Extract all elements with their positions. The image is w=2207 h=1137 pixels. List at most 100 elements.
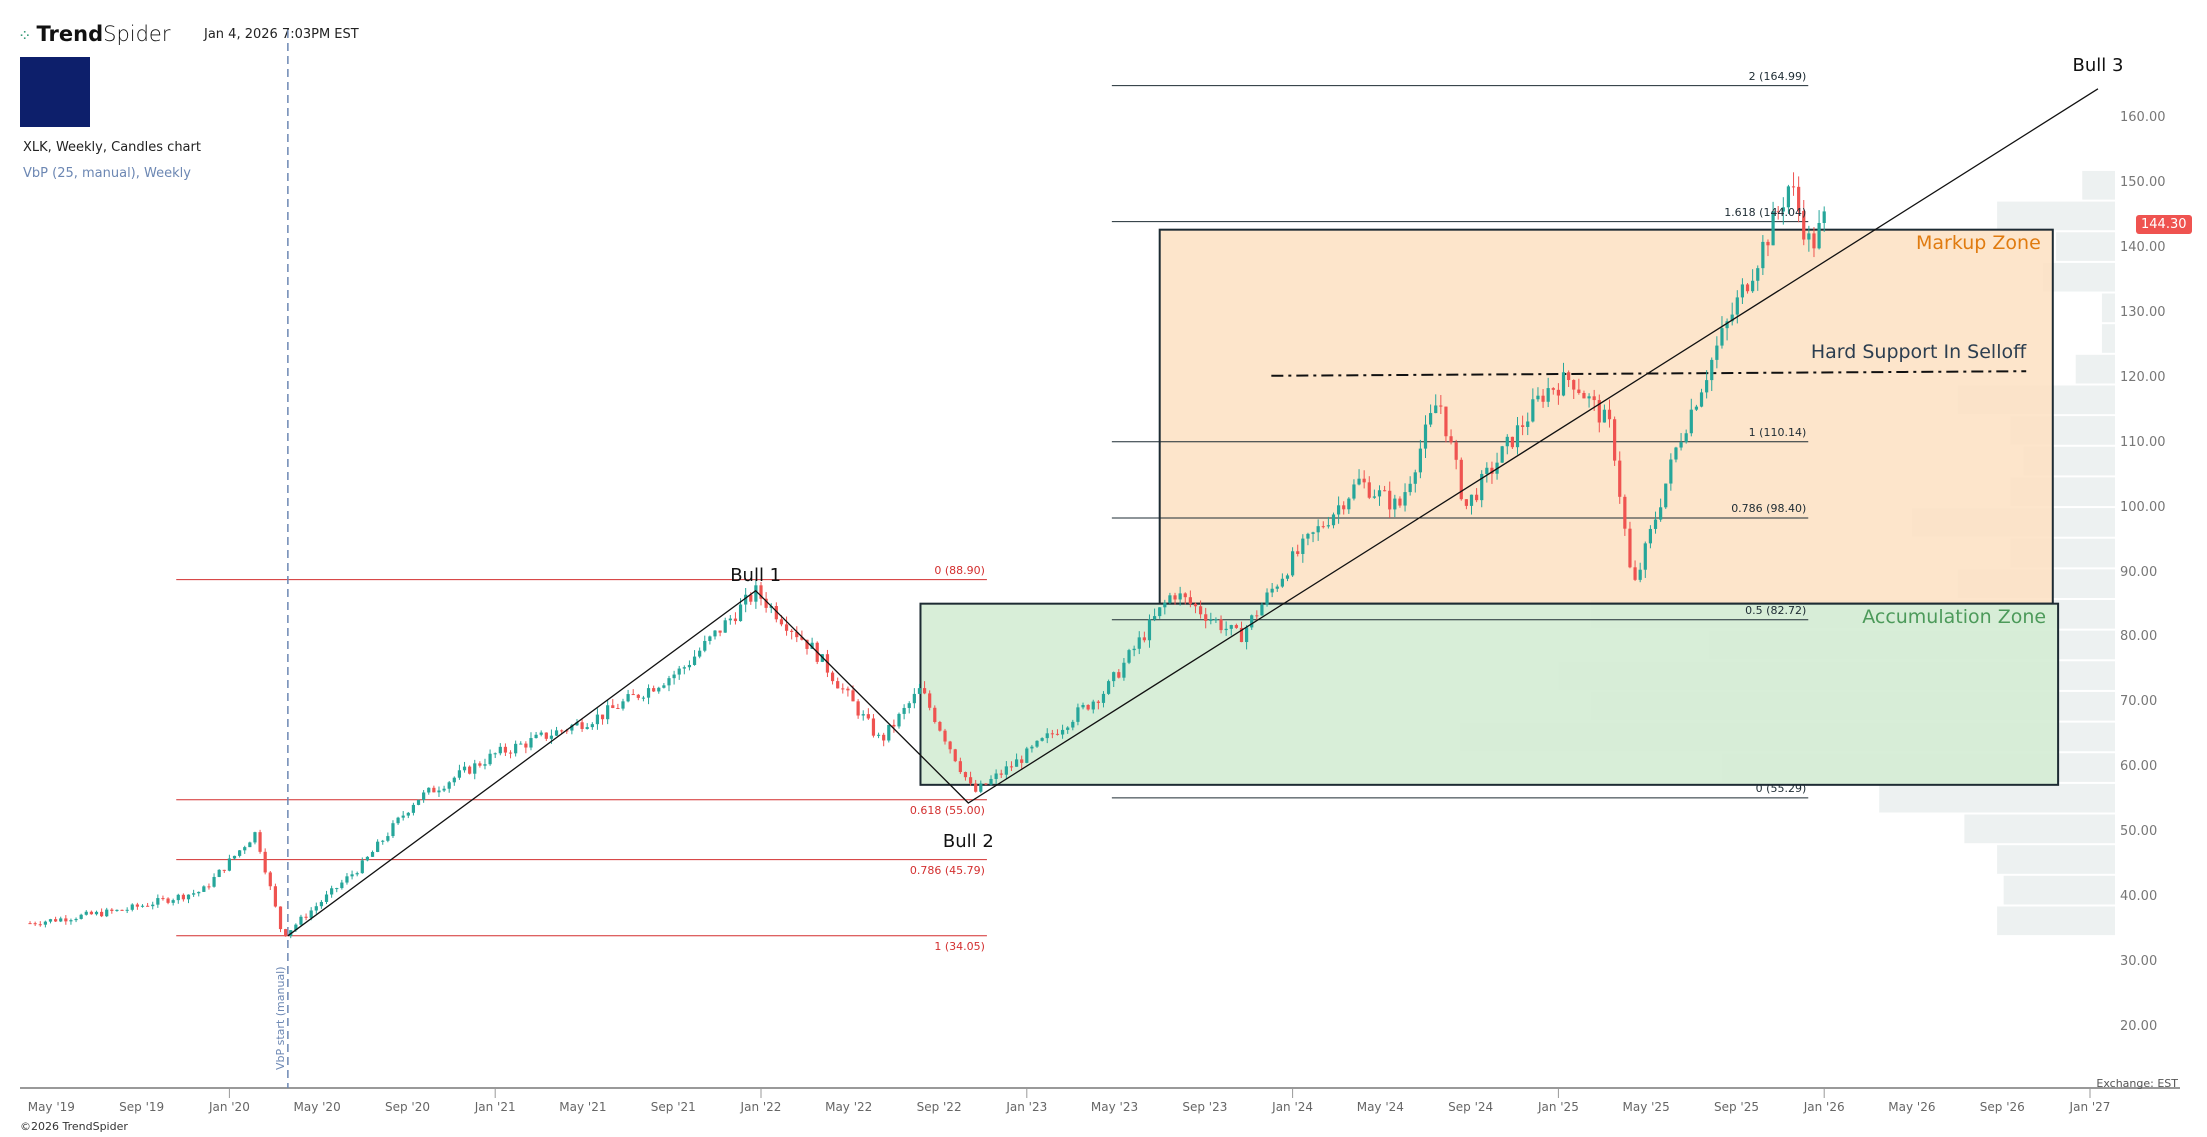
candle: [1352, 479, 1356, 501]
candle: [350, 870, 354, 880]
candle-body: [1459, 459, 1463, 500]
candle: [125, 907, 129, 914]
candle: [1505, 434, 1509, 455]
candle-body: [708, 636, 712, 641]
markup-zone-label: Markup Zone: [1916, 231, 2041, 254]
candle: [1536, 387, 1540, 402]
candle-body: [74, 918, 78, 921]
candle: [1020, 755, 1024, 769]
candle-body: [687, 664, 692, 668]
candle-body: [790, 630, 794, 632]
candle-body: [539, 732, 543, 735]
candle-body: [1592, 396, 1596, 401]
vbp-bar: [2101, 324, 2115, 353]
indicator-label[interactable]: VbP (25, manual), Weekly: [23, 166, 191, 181]
candle-body: [1193, 603, 1198, 607]
candle: [1265, 588, 1269, 607]
candle: [1040, 737, 1044, 742]
candle-body: [1761, 241, 1765, 269]
candle: [156, 894, 160, 908]
candle-body: [1296, 551, 1300, 554]
candle: [1684, 429, 1688, 444]
candle: [922, 681, 927, 695]
candle-body: [825, 654, 830, 673]
candle: [1229, 624, 1233, 636]
candle: [1076, 703, 1080, 726]
candle: [1444, 406, 1448, 443]
x-axis-label: May '21: [559, 1100, 607, 1114]
candle: [641, 695, 646, 702]
candle-body: [1260, 604, 1264, 616]
candle: [115, 909, 119, 912]
candle: [1224, 621, 1228, 636]
candle: [105, 907, 109, 918]
candle-body: [1173, 595, 1177, 600]
candle: [1730, 302, 1734, 326]
candle: [1331, 512, 1336, 529]
y-axis-label: 30.00: [2120, 954, 2158, 970]
candle-body: [498, 746, 502, 754]
candle: [1234, 623, 1238, 629]
candle: [672, 670, 676, 685]
candle-body: [774, 606, 778, 620]
candle-body: [994, 773, 998, 779]
x-axis-label: May '19: [27, 1100, 75, 1114]
candle: [1403, 483, 1407, 512]
candle-body: [1352, 484, 1356, 499]
candle-body: [1224, 628, 1228, 631]
candle: [1822, 206, 1826, 232]
candle: [1771, 201, 1775, 246]
candle: [1572, 379, 1576, 400]
candle-body: [1607, 409, 1612, 420]
candle: [1362, 470, 1366, 489]
candle: [1791, 172, 1796, 196]
candle-body: [1009, 766, 1014, 768]
fib-level-label: 0.786 (98.40): [1731, 501, 1807, 515]
candle: [1587, 393, 1591, 408]
candle-body: [1188, 597, 1192, 604]
candle: [130, 903, 134, 912]
candle: [314, 902, 318, 914]
candle: [376, 839, 380, 853]
candle-body: [1638, 569, 1642, 580]
candle: [1556, 383, 1560, 405]
candle: [1117, 669, 1121, 679]
candle: [953, 748, 957, 763]
candle-body: [1618, 460, 1622, 497]
candle-body: [948, 741, 952, 750]
candle: [1434, 394, 1438, 414]
candle: [365, 856, 370, 862]
candle: [411, 802, 416, 816]
candle: [841, 683, 845, 694]
candle-body: [953, 749, 957, 762]
y-axis-label: 160.00: [2120, 110, 2166, 125]
candle: [1357, 469, 1361, 486]
candle: [253, 831, 257, 845]
candle-body: [764, 598, 768, 608]
candle-body: [232, 855, 237, 859]
candle-body: [1786, 186, 1791, 208]
candle-body: [1142, 637, 1146, 641]
candle: [1383, 485, 1387, 492]
candle-body: [749, 594, 753, 602]
candle-body: [125, 909, 129, 911]
candle-body: [1643, 543, 1647, 570]
candle-body: [887, 724, 891, 741]
candle: [1091, 699, 1095, 714]
candle: [493, 752, 497, 759]
candle: [989, 775, 993, 786]
candle: [345, 873, 349, 885]
candle-body: [1429, 413, 1433, 425]
candle: [733, 612, 738, 625]
candle-body: [846, 688, 850, 691]
candle: [1173, 592, 1177, 605]
candle: [1367, 476, 1371, 500]
candle-body: [1158, 607, 1162, 617]
candle-body: [1321, 526, 1325, 528]
candle: [1014, 753, 1019, 767]
candle: [1745, 283, 1750, 294]
vbp-bar: [2056, 232, 2115, 261]
candle-body: [662, 685, 666, 688]
candle-body: [672, 674, 676, 679]
